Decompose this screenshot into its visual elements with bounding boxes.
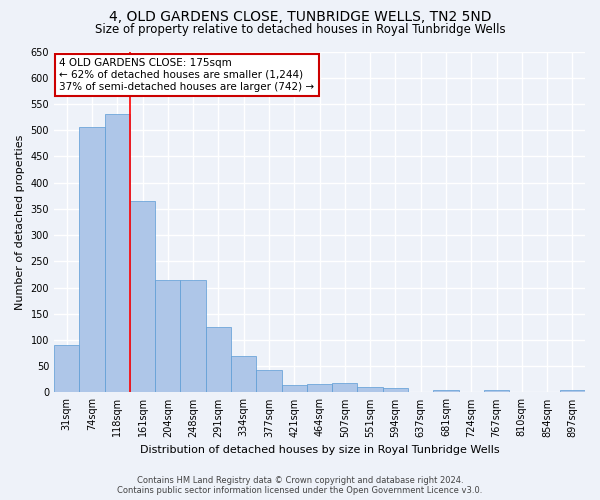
Bar	[484, 390, 509, 392]
Bar	[256, 370, 281, 392]
Bar	[433, 390, 458, 392]
Bar	[104, 114, 130, 392]
Text: 4 OLD GARDENS CLOSE: 175sqm
← 62% of detached houses are smaller (1,244)
37% of : 4 OLD GARDENS CLOSE: 175sqm ← 62% of det…	[59, 58, 314, 92]
Bar	[181, 280, 206, 392]
Bar	[281, 384, 307, 392]
Bar	[231, 356, 256, 393]
Bar	[307, 384, 332, 392]
Bar	[54, 345, 79, 393]
Text: 4, OLD GARDENS CLOSE, TUNBRIDGE WELLS, TN2 5ND: 4, OLD GARDENS CLOSE, TUNBRIDGE WELLS, T…	[109, 10, 491, 24]
Bar	[383, 388, 408, 392]
Bar	[332, 383, 358, 392]
Bar	[155, 280, 181, 392]
Bar	[206, 327, 231, 392]
Bar	[79, 126, 104, 392]
Y-axis label: Number of detached properties: Number of detached properties	[15, 134, 25, 310]
X-axis label: Distribution of detached houses by size in Royal Tunbridge Wells: Distribution of detached houses by size …	[140, 445, 499, 455]
Text: Contains HM Land Registry data © Crown copyright and database right 2024.
Contai: Contains HM Land Registry data © Crown c…	[118, 476, 482, 495]
Bar	[358, 387, 383, 392]
Bar	[560, 390, 585, 392]
Bar	[130, 201, 155, 392]
Text: Size of property relative to detached houses in Royal Tunbridge Wells: Size of property relative to detached ho…	[95, 22, 505, 36]
